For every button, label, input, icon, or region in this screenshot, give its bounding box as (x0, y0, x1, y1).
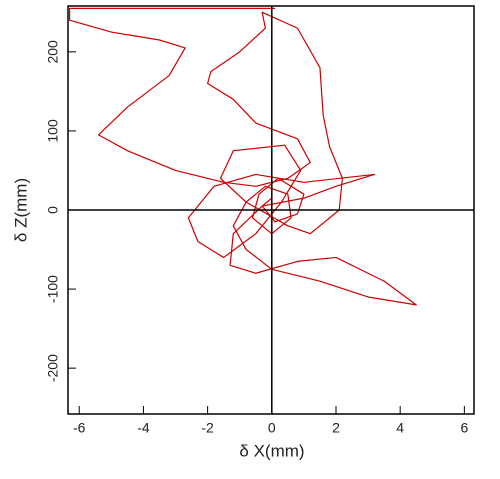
x-axis-label: δ X(mm) (239, 441, 304, 460)
x-tick-label: 6 (460, 420, 468, 436)
y-tick-label: 200 (45, 40, 61, 64)
y-axis-label: δ Z(mm) (11, 178, 30, 242)
x-tick-label: -2 (201, 420, 214, 436)
y-tick-label: -200 (45, 354, 61, 382)
x-tick-label: 4 (396, 420, 404, 436)
y-tick-label: 100 (45, 119, 61, 143)
x-tick-label: -6 (73, 420, 86, 436)
x-tick-label: 2 (332, 420, 340, 436)
x-tick-label: -4 (137, 420, 150, 436)
y-tick-label: -100 (45, 275, 61, 303)
x-tick-label: 0 (268, 420, 276, 436)
trajectory-line (69, 7, 417, 306)
y-tick-label: 0 (45, 206, 61, 214)
